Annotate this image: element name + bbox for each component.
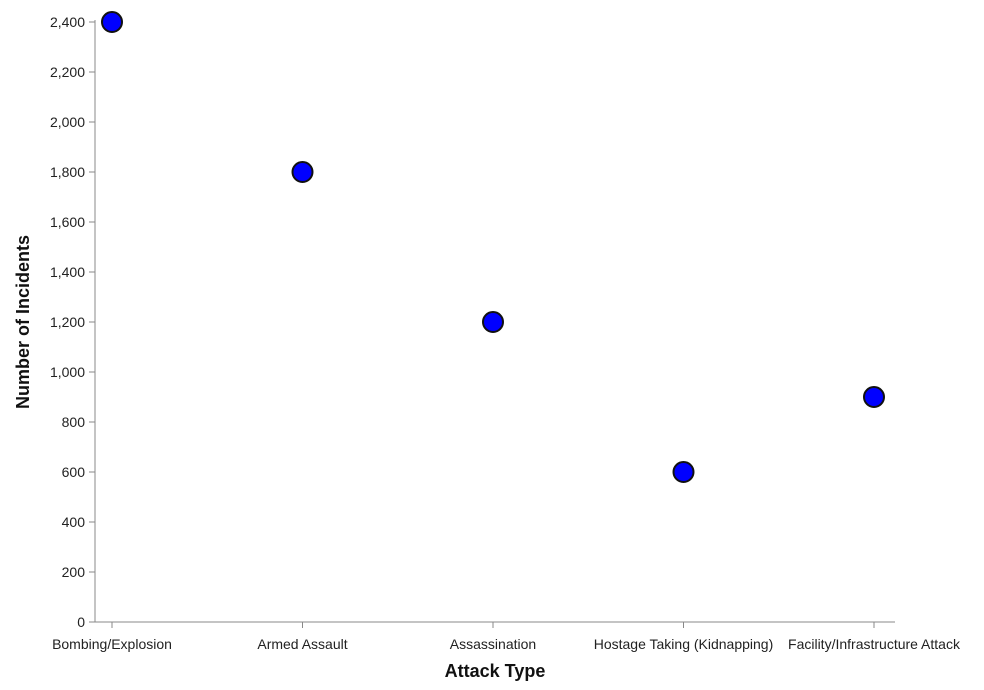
y-tick-label: 2,000	[50, 114, 85, 130]
y-tick-label: 1,800	[50, 164, 85, 180]
y-tick-label: 1,600	[50, 214, 85, 230]
data-point	[482, 311, 504, 333]
data-point	[672, 461, 695, 483]
x-tick-label: Facility/Infrastructure Attack	[788, 636, 961, 652]
y-axis-title: Number of Incidents	[13, 235, 33, 409]
y-tick-label: 200	[62, 564, 86, 580]
x-axis-title: Attack Type	[445, 661, 546, 681]
y-tick-label: 400	[62, 514, 86, 530]
y-tick-label: 0	[77, 614, 85, 630]
x-axis: Bombing/Explosion Armed Assault Assassinat…	[52, 621, 961, 652]
x-tick-label: Assassination	[450, 636, 536, 652]
y-tick-label: 1,000	[50, 364, 85, 380]
y-tick-label: 800	[62, 414, 86, 430]
y-tick-label: 1,400	[50, 264, 85, 280]
data-point	[291, 161, 314, 183]
y-tick-label: 2,400	[50, 14, 85, 30]
data-points	[101, 11, 885, 483]
data-point	[101, 11, 123, 33]
x-tick-label: Hostage Taking (Kidnapping)	[594, 636, 774, 652]
data-point	[863, 386, 885, 408]
y-tick-label: 1,200	[50, 314, 85, 330]
y-tick-label: 600	[62, 464, 86, 480]
y-tick-label: 2,200	[50, 64, 85, 80]
x-tick-label: Bombing/Explosion	[52, 636, 172, 652]
y-axis: 0 200 400 600 800 1,000 1,200 1,400 1,600 1,800 2,…	[50, 14, 96, 630]
x-tick-label: Armed Assault	[257, 636, 347, 652]
